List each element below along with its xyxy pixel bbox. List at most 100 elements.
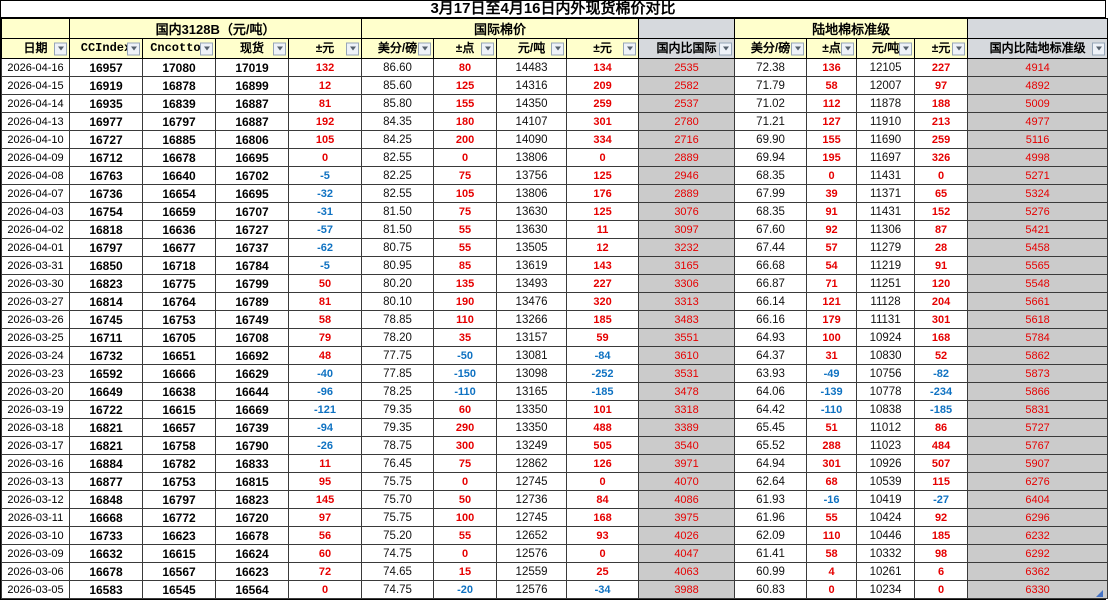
- date-cell[interactable]: 2026-03-05: [1, 580, 70, 599]
- intl-cents-cell[interactable]: 84.35: [361, 112, 435, 131]
- upland-cents-cell[interactable]: 68.35: [734, 166, 808, 185]
- spot-change-cell[interactable]: -26: [287, 436, 363, 455]
- upland-yuan-cell[interactable]: 12105: [856, 58, 916, 77]
- upland-yuan-cell[interactable]: 11279: [856, 238, 916, 257]
- upland-change-cell[interactable]: 301: [914, 310, 969, 329]
- date-cell[interactable]: 2026-04-08: [1, 166, 70, 185]
- intl-yuan-cell[interactable]: 14107: [496, 112, 568, 131]
- upland-cents-cell[interactable]: 60.83: [734, 580, 808, 599]
- domestic-vs-upland-cell[interactable]: 5276: [967, 202, 1109, 221]
- intl-yuan-cell[interactable]: 12745: [496, 508, 568, 527]
- upland-cents-cell[interactable]: 66.68: [734, 256, 808, 275]
- spot-change-cell[interactable]: -57: [287, 220, 363, 239]
- date-cell[interactable]: 2026-03-16: [1, 454, 70, 473]
- upland-points-cell[interactable]: 0: [806, 166, 858, 185]
- upland-points-cell[interactable]: -139: [806, 382, 858, 401]
- intl-change-cell[interactable]: 134: [566, 58, 640, 77]
- upland-yuan-cell[interactable]: 11131: [856, 310, 916, 329]
- intl-change-cell[interactable]: 488: [566, 418, 640, 437]
- upland-cents-cell[interactable]: 64.94: [734, 454, 808, 473]
- domestic-vs-upland-cell[interactable]: 5565: [967, 256, 1109, 275]
- filter-dropdown-button[interactable]: [791, 42, 805, 55]
- cncotton-cell[interactable]: 16636: [142, 220, 216, 239]
- spot-change-cell[interactable]: 95: [287, 472, 363, 491]
- spot-change-cell[interactable]: 60: [287, 544, 363, 563]
- domestic-vs-upland-cell[interactable]: 5548: [967, 274, 1109, 293]
- date-cell[interactable]: 2026-04-07: [1, 184, 70, 203]
- upland-change-cell[interactable]: 120: [914, 274, 969, 293]
- domestic-vs-upland-cell[interactable]: 4977: [967, 112, 1109, 131]
- upland-cents-cell[interactable]: 63.93: [734, 364, 808, 383]
- intl-yuan-cell[interactable]: 13493: [496, 274, 568, 293]
- upland-yuan-cell[interactable]: 10261: [856, 562, 916, 581]
- intl-points-cell[interactable]: 125: [433, 76, 498, 95]
- upland-change-cell[interactable]: 65: [914, 184, 969, 203]
- intl-cents-cell[interactable]: 80.75: [361, 238, 435, 257]
- spot-change-cell[interactable]: 0: [287, 148, 363, 167]
- upland-cents-cell[interactable]: 64.37: [734, 346, 808, 365]
- intl-cents-cell[interactable]: 80.10: [361, 292, 435, 311]
- intl-points-cell[interactable]: 110: [433, 310, 498, 329]
- ccindex-cell[interactable]: 16763: [69, 166, 143, 185]
- intl-points-cell[interactable]: 85: [433, 256, 498, 275]
- ccindex-cell[interactable]: 16733: [69, 526, 143, 545]
- upland-change-cell[interactable]: 152: [914, 202, 969, 221]
- upland-cents-cell[interactable]: 67.60: [734, 220, 808, 239]
- intl-cents-cell[interactable]: 74.65: [361, 562, 435, 581]
- upland-yuan-cell[interactable]: 12007: [856, 76, 916, 95]
- upland-cents-cell[interactable]: 65.45: [734, 418, 808, 437]
- ccindex-cell[interactable]: 16821: [69, 418, 143, 437]
- spot-cell[interactable]: 16799: [215, 274, 289, 293]
- upland-change-cell[interactable]: -82: [914, 364, 969, 383]
- upland-cents-cell[interactable]: 61.41: [734, 544, 808, 563]
- intl-points-cell[interactable]: 155: [433, 94, 498, 113]
- spot-change-cell[interactable]: -121: [287, 400, 363, 419]
- intl-cents-cell[interactable]: 81.50: [361, 202, 435, 221]
- intl-yuan-cell[interactable]: 13081: [496, 346, 568, 365]
- spot-cell[interactable]: 16678: [215, 526, 289, 545]
- domestic-vs-intl-cell[interactable]: 3975: [638, 508, 736, 527]
- intl-change-cell[interactable]: 93: [566, 526, 640, 545]
- intl-points-cell[interactable]: 200: [433, 130, 498, 149]
- intl-change-cell[interactable]: 125: [566, 166, 640, 185]
- ccindex-cell[interactable]: 16919: [69, 76, 143, 95]
- intl-points-cell[interactable]: 290: [433, 418, 498, 437]
- cncotton-cell[interactable]: 16654: [142, 184, 216, 203]
- domestic-vs-upland-cell[interactable]: 6276: [967, 472, 1109, 491]
- intl-yuan-column-header[interactable]: 元/吨: [496, 38, 568, 59]
- upland-yuan-cell[interactable]: 11128: [856, 292, 916, 311]
- intl-change-cell[interactable]: 320: [566, 292, 640, 311]
- upland-yuan-cell[interactable]: 10924: [856, 328, 916, 347]
- spot-change-cell[interactable]: 48: [287, 346, 363, 365]
- upland-points-cell[interactable]: 301: [806, 454, 858, 473]
- upland-points-cell[interactable]: 51: [806, 418, 858, 437]
- ccindex-cell[interactable]: 16649: [69, 382, 143, 401]
- spot-cell[interactable]: 16789: [215, 292, 289, 311]
- domestic-vs-upland-cell[interactable]: 6404: [967, 490, 1109, 509]
- upland-cents-cell[interactable]: 71.02: [734, 94, 808, 113]
- upland-points-cell[interactable]: 71: [806, 274, 858, 293]
- intl-points-cell[interactable]: -150: [433, 364, 498, 383]
- domestic-vs-intl-cell[interactable]: 3232: [638, 238, 736, 257]
- intl-yuan-cell[interactable]: 14316: [496, 76, 568, 95]
- upland-change-cell[interactable]: 168: [914, 328, 969, 347]
- intl-cents-cell[interactable]: 78.85: [361, 310, 435, 329]
- intl-yuan-cell[interactable]: 12576: [496, 580, 568, 599]
- upland-points-cell[interactable]: 68: [806, 472, 858, 491]
- filter-dropdown-button[interactable]: [899, 42, 913, 55]
- intl-change-cell[interactable]: 0: [566, 148, 640, 167]
- cncotton-cell[interactable]: 16659: [142, 202, 216, 221]
- date-cell[interactable]: 2026-03-17: [1, 436, 70, 455]
- spot-cell[interactable]: 16720: [215, 508, 289, 527]
- cncotton-cell[interactable]: 16657: [142, 418, 216, 437]
- domestic-vs-upland-cell[interactable]: 5727: [967, 418, 1109, 437]
- domestic-vs-upland-cell[interactable]: 5324: [967, 184, 1109, 203]
- filter-dropdown-button[interactable]: [551, 42, 565, 55]
- intl-change-cell[interactable]: -185: [566, 382, 640, 401]
- domestic-vs-intl-cell[interactable]: 3988: [638, 580, 736, 599]
- domestic-vs-intl-cell[interactable]: 4063: [638, 562, 736, 581]
- cncotton-cell[interactable]: 16772: [142, 508, 216, 527]
- filter-dropdown-button[interactable]: [952, 42, 966, 55]
- date-cell[interactable]: 2026-04-09: [1, 148, 70, 167]
- upland-cents-column-header[interactable]: 美分/磅: [734, 38, 808, 59]
